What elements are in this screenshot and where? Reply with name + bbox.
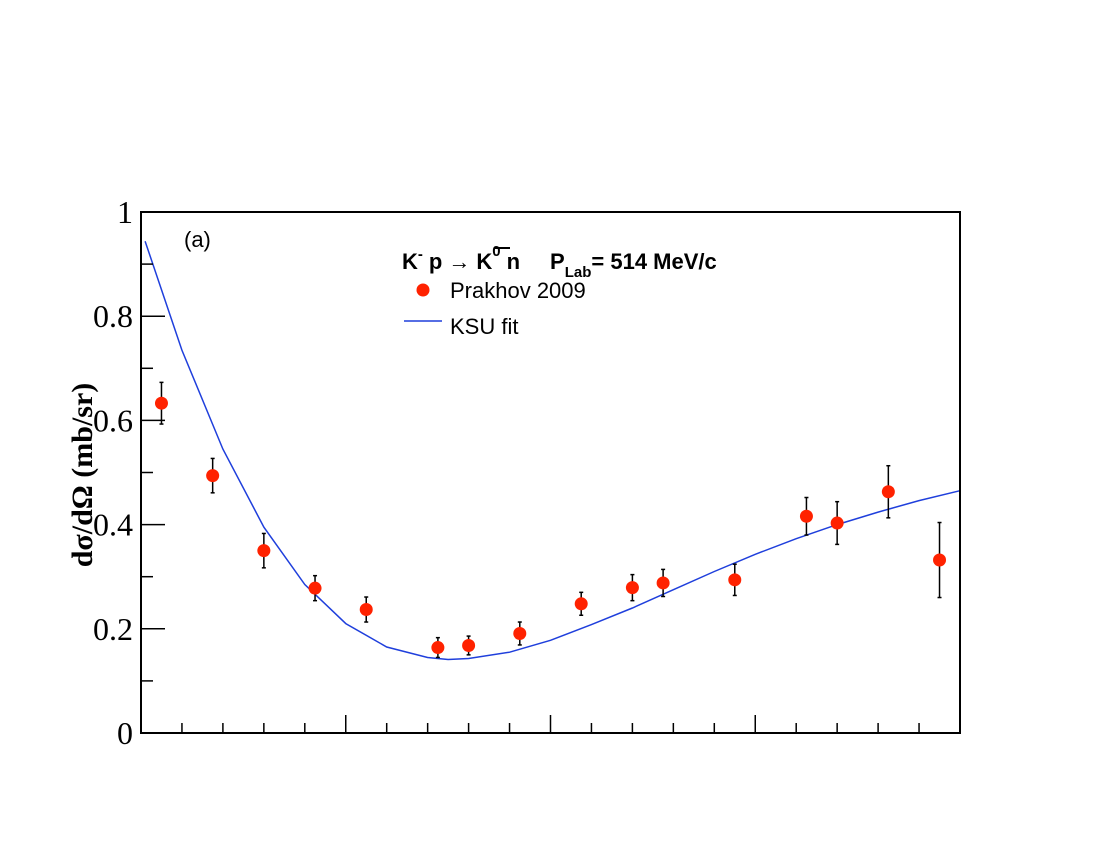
data-point (154, 396, 168, 410)
y-tick-label: 0.8 (93, 298, 133, 334)
y-tick-label: 0 (117, 715, 133, 751)
reaction-title: K-p → K0 n PLab= 514 MeV/c (402, 243, 717, 281)
data-point (881, 485, 895, 499)
data-point (359, 603, 373, 617)
data-point (799, 509, 813, 523)
data-point (656, 576, 670, 590)
legend-label-ksu-fit: KSU fit (450, 314, 518, 339)
data-point (431, 641, 445, 655)
data-point (462, 638, 476, 652)
legend-marker-prakhov (416, 283, 430, 297)
y-tick-label: 0.4 (93, 507, 133, 543)
data-point (513, 626, 527, 640)
axis-ticks: 0 0.2 0.4 0.6 0.8 1 (93, 194, 920, 751)
legend: Prakhov 2009 KSU fit (404, 278, 586, 339)
data-point (308, 581, 322, 595)
data-point (625, 581, 639, 595)
data-point (257, 544, 271, 558)
ksu-fit-curve (144, 240, 961, 661)
legend-label-prakhov: Prakhov 2009 (450, 278, 586, 303)
plot-content (144, 240, 961, 661)
y-tick-label: 0.6 (93, 402, 133, 438)
data-point (728, 573, 742, 587)
data-point (933, 553, 947, 567)
y-tick-label: 1 (117, 194, 133, 230)
y-axis-label: dσ/dΩ (mb/sr) (66, 383, 99, 568)
panel-label: (a) (184, 227, 211, 252)
data-point (206, 469, 220, 483)
data-point (574, 597, 588, 611)
y-tick-label: 0.2 (93, 611, 133, 647)
data-point (830, 516, 844, 530)
